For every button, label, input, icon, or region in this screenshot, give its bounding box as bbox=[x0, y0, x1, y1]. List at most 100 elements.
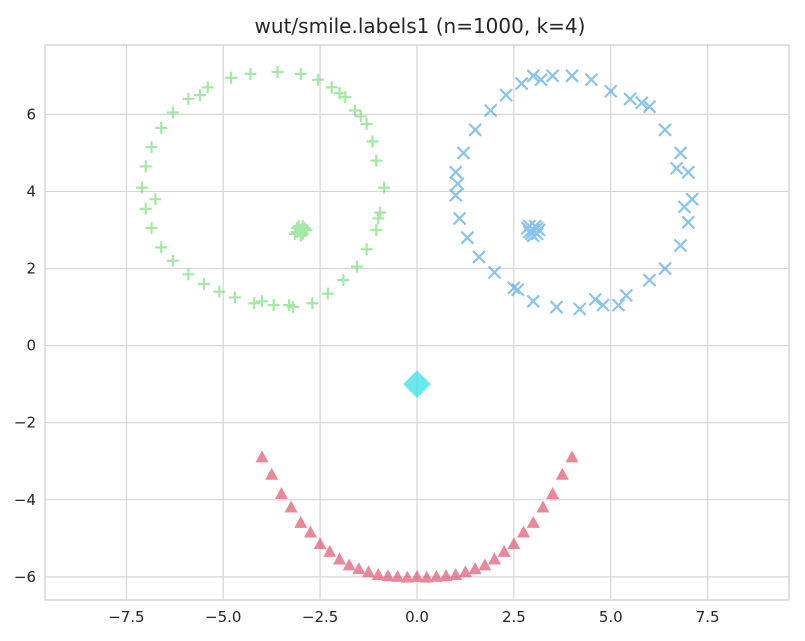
data-point bbox=[135, 181, 148, 194]
y-tick-label: 0 bbox=[26, 337, 36, 355]
data-point bbox=[546, 487, 560, 500]
series-layer bbox=[135, 65, 699, 583]
data-point bbox=[478, 558, 492, 571]
data-point bbox=[337, 274, 350, 287]
data-point bbox=[155, 241, 168, 254]
x-tick-label: −7.5 bbox=[108, 608, 144, 626]
data-point bbox=[290, 222, 303, 235]
data-point bbox=[274, 487, 288, 500]
chart-title: wut/smile.labels1 (n=1000, k=4) bbox=[255, 14, 586, 38]
data-point bbox=[182, 92, 195, 105]
plot-area-frame bbox=[44, 44, 790, 601]
x-tick-label: −2.5 bbox=[302, 608, 338, 626]
data-point bbox=[400, 570, 414, 583]
data-point bbox=[321, 287, 334, 300]
data-point bbox=[677, 200, 692, 214]
data-point bbox=[294, 67, 307, 80]
data-point bbox=[283, 299, 296, 312]
data-point bbox=[374, 206, 387, 219]
data-point bbox=[333, 87, 346, 100]
data-point bbox=[588, 292, 603, 307]
data-point bbox=[362, 565, 376, 578]
data-point bbox=[352, 562, 366, 575]
y-tick-labels: −6 −4 −2 0 2 4 6 bbox=[14, 105, 36, 586]
data-point bbox=[526, 294, 541, 309]
data-point bbox=[507, 537, 521, 550]
data-point bbox=[420, 570, 434, 583]
data-point bbox=[139, 160, 152, 173]
data-point bbox=[449, 567, 463, 580]
data-point bbox=[255, 450, 269, 463]
data-point bbox=[468, 562, 482, 575]
x-tick-label: 2.5 bbox=[502, 608, 526, 626]
data-point bbox=[139, 202, 152, 215]
data-point bbox=[410, 569, 424, 582]
x-tick-label: 5.0 bbox=[599, 608, 623, 626]
data-point bbox=[381, 569, 395, 582]
data-point bbox=[448, 188, 463, 203]
data-point bbox=[514, 76, 529, 91]
data-point bbox=[213, 285, 226, 298]
data-point bbox=[472, 250, 486, 264]
data-point bbox=[456, 146, 471, 160]
data-point bbox=[555, 467, 569, 480]
data-point bbox=[228, 291, 241, 304]
data-point bbox=[681, 165, 696, 179]
data-point bbox=[306, 297, 319, 310]
data-point bbox=[201, 81, 214, 94]
y-tick-label: 2 bbox=[26, 260, 36, 278]
data-point bbox=[522, 219, 537, 233]
data-point bbox=[271, 65, 284, 78]
data-point bbox=[448, 165, 463, 179]
data-point bbox=[333, 552, 346, 565]
data-point bbox=[323, 544, 337, 557]
data-point bbox=[673, 238, 688, 253]
data-point bbox=[669, 161, 684, 176]
data-point bbox=[265, 467, 279, 480]
data-point bbox=[483, 103, 498, 118]
data-point bbox=[497, 544, 511, 557]
data-point bbox=[284, 500, 298, 513]
x-tick-label: 0.0 bbox=[405, 608, 429, 626]
data-point bbox=[584, 72, 599, 87]
data-point bbox=[681, 215, 696, 230]
data-point bbox=[517, 525, 531, 538]
data-point bbox=[536, 500, 550, 513]
data-point bbox=[623, 92, 637, 106]
data-point bbox=[634, 96, 649, 110]
data-point bbox=[296, 220, 309, 233]
data-point bbox=[526, 69, 541, 83]
data-point bbox=[611, 298, 626, 312]
series-1 bbox=[448, 69, 699, 316]
data-point bbox=[526, 515, 540, 528]
data-point bbox=[244, 67, 257, 80]
data-point bbox=[360, 118, 373, 131]
data-point bbox=[510, 282, 525, 297]
data-point bbox=[350, 260, 363, 273]
data-point bbox=[182, 268, 195, 281]
series-2 bbox=[403, 370, 431, 398]
data-point bbox=[370, 224, 383, 236]
data-point bbox=[458, 565, 472, 578]
x-tick-labels: −7.5 −5.0 −2.5 0.0 2.5 5.0 7.5 bbox=[108, 608, 719, 626]
data-point bbox=[145, 141, 158, 154]
data-point bbox=[468, 123, 482, 137]
data-point bbox=[549, 300, 564, 314]
data-point bbox=[391, 569, 405, 582]
data-point bbox=[149, 193, 162, 206]
data-point bbox=[409, 381, 425, 398]
y-tick-label: 6 bbox=[26, 105, 36, 123]
data-point bbox=[545, 69, 560, 83]
data-point bbox=[256, 295, 268, 308]
x-tick-label: 7.5 bbox=[696, 608, 720, 626]
data-point bbox=[572, 302, 587, 316]
data-point bbox=[267, 299, 280, 312]
data-point bbox=[429, 569, 443, 582]
data-point bbox=[534, 72, 548, 87]
data-point bbox=[145, 222, 158, 235]
data-point bbox=[526, 229, 541, 243]
data-point bbox=[565, 69, 579, 83]
data-point bbox=[488, 552, 501, 565]
data-point bbox=[596, 298, 610, 312]
